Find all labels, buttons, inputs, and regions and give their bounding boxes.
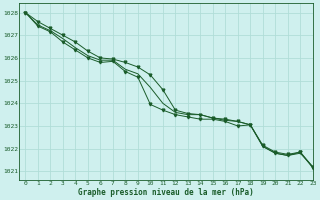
X-axis label: Graphe pression niveau de la mer (hPa): Graphe pression niveau de la mer (hPa): [78, 188, 254, 197]
